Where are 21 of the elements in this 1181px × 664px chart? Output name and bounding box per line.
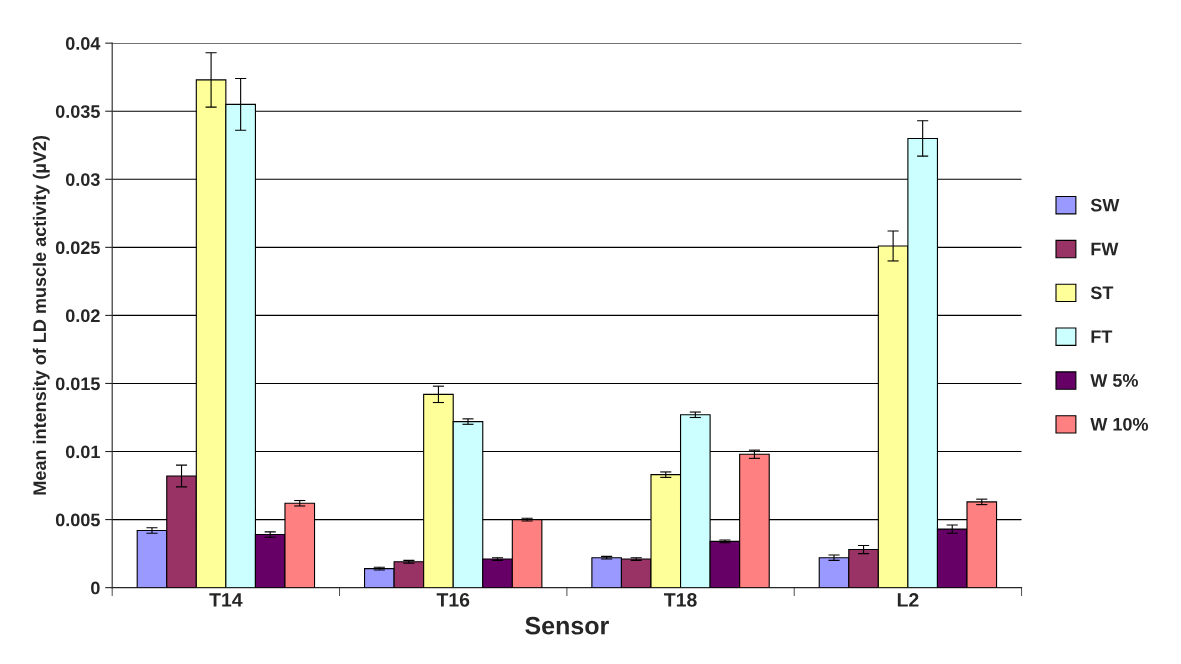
- y-tick-label: 0.01: [65, 445, 100, 459]
- y-tick-label: 0.015: [55, 377, 100, 391]
- y-tick-label: 0.02: [65, 309, 100, 323]
- legend-label: SW: [1090, 198, 1120, 212]
- legend-label: FT: [1091, 330, 1113, 343]
- x-tick-label: T18: [664, 593, 697, 607]
- y-tick-label: 0.035: [55, 105, 100, 118]
- y-tick-label: 0.04: [65, 37, 101, 50]
- x-axis-title: Sensor: [525, 616, 609, 635]
- y-tick-label: 0.03: [65, 173, 100, 187]
- legend-label: ST: [1090, 286, 1114, 300]
- legend-label: W 10%: [1090, 417, 1149, 431]
- x-tick-label: T14: [209, 593, 243, 607]
- y-tick-label: 0: [91, 581, 100, 595]
- y-tick-label: 0.025: [55, 241, 100, 255]
- y-tick-label: 0.005: [55, 513, 100, 527]
- legend-label: FW: [1091, 242, 1119, 256]
- legend-label: W 5%: [1090, 374, 1138, 387]
- x-tick-label: L2: [897, 593, 919, 607]
- x-tick-label: T16: [436, 593, 470, 607]
- y-axis-title: Mean intensity of LD muscle activity (µV2): [32, 136, 50, 495]
